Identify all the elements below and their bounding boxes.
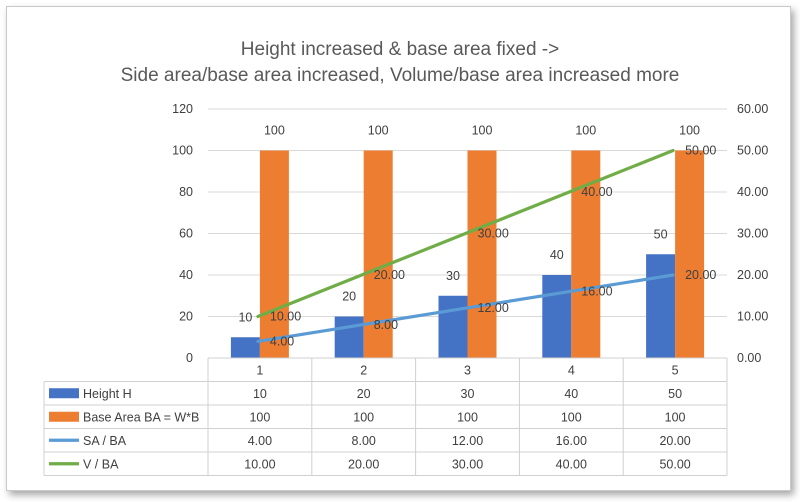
x-tick-label: 2 <box>360 363 367 377</box>
table-cell: 100 <box>353 410 374 424</box>
chart-title: Height increased & base area fixed -> <box>241 39 559 60</box>
legend-label: Height H <box>83 387 132 401</box>
sa-ba-line <box>256 273 675 343</box>
bar-data-label: 30 <box>446 269 460 283</box>
table-cell: 10.00 <box>244 457 275 471</box>
bar-data-label: 50 <box>654 227 668 241</box>
legend-label: Base Area BA = W*B <box>83 410 199 424</box>
table-cell: 30.00 <box>452 457 483 471</box>
bar-data-label: 100 <box>264 124 285 138</box>
bar-data-label: 100 <box>679 124 700 138</box>
data-table: 1 2 3 4 5 Height H 10 20 30 40 50 Base Area BA = W*… <box>43 357 728 476</box>
table-cell: 12.00 <box>452 434 483 448</box>
table-cell: 20 <box>357 387 371 401</box>
y-tick-label: 20 <box>179 310 193 324</box>
line-data-label: 8.00 <box>374 318 398 332</box>
line-data-label: 50.00 <box>685 144 716 158</box>
legend-key <box>49 411 79 422</box>
legend-key <box>49 388 79 399</box>
x-tick-label: 4 <box>568 363 575 377</box>
table-cell: 100 <box>561 410 582 424</box>
v-ba-line <box>256 148 675 319</box>
table-cell: 100 <box>249 410 270 424</box>
table-cell: 40 <box>564 387 578 401</box>
table-cell: 20.00 <box>348 457 379 471</box>
y2-tick-label: 50.00 <box>737 144 768 158</box>
bar-data-label: 100 <box>472 124 493 138</box>
bar-height <box>646 254 676 358</box>
line-data-label: 4.00 <box>270 334 294 348</box>
y-tick-label: 0 <box>186 351 193 365</box>
y-tick-label: 40 <box>179 268 193 282</box>
line-data-label: 20.00 <box>685 268 716 282</box>
bar-base-area <box>675 150 705 358</box>
y2-tick-label: 40.00 <box>737 185 768 199</box>
y-tick-label: 80 <box>179 185 193 199</box>
y2-tick-label: 30.00 <box>737 227 768 241</box>
table-cell: 16.00 <box>556 434 587 448</box>
bar-base-area <box>467 150 497 358</box>
y2-tick-label: 60.00 <box>737 102 768 116</box>
bar-height <box>438 295 468 358</box>
y2-tick-label: 0.00 <box>737 351 761 365</box>
y2-tick-label: 20.00 <box>737 268 768 282</box>
bar-data-label: 100 <box>575 124 596 138</box>
line-data-label: 12.00 <box>478 301 509 315</box>
bar-data-label: 20 <box>342 290 356 304</box>
bar-data-label: 40 <box>550 248 564 262</box>
bar-data-label: 10 <box>238 310 252 324</box>
y2-tick-label: 10.00 <box>737 310 768 324</box>
line-data-label: 16.00 <box>581 285 612 299</box>
table-cell: 100 <box>665 410 686 424</box>
bar-height <box>334 316 364 358</box>
y-tick-label: 60 <box>179 227 193 241</box>
bar-base-area <box>259 150 289 358</box>
line-data-label: 10.00 <box>270 310 301 324</box>
table-cell: 100 <box>457 410 478 424</box>
table-cell: 40.00 <box>556 457 587 471</box>
x-tick-label: 1 <box>256 363 263 377</box>
line-data-label: 40.00 <box>581 185 612 199</box>
y-tick-label: 120 <box>172 102 193 116</box>
table-cell: 10 <box>253 387 267 401</box>
bar-data-label: 100 <box>368 124 389 138</box>
lines <box>256 148 675 343</box>
line-data-label: 30.00 <box>478 227 509 241</box>
table-cell: 4.00 <box>248 434 272 448</box>
table-cell: 50.00 <box>659 457 690 471</box>
legend-label: SA / BA <box>83 434 127 448</box>
bar-height <box>230 337 260 358</box>
table-cell: 30 <box>461 387 475 401</box>
x-tick-label: 5 <box>672 363 679 377</box>
bars <box>230 150 705 358</box>
table-cell: 8.00 <box>352 434 376 448</box>
chart-subtitle: Side area/base area increased, Volume/ba… <box>121 65 680 86</box>
chart-frame <box>6 6 791 491</box>
y-tick-label: 100 <box>172 144 193 158</box>
legend-label: V / BA <box>83 457 119 471</box>
axis-ticks: 0 20 40 60 80 100 120 0.00 10.00 20.00 30.00 40.00 5… <box>172 102 768 365</box>
data-labels: 10 20 30 40 50 100 100 100 100 100 4.00 8.00 12.00 16… <box>238 124 716 349</box>
table-cell: 20.00 <box>659 434 690 448</box>
line-data-label: 20.00 <box>374 268 405 282</box>
x-tick-label: 3 <box>464 363 471 377</box>
table-cell: 50 <box>668 387 682 401</box>
bar-height <box>542 275 572 358</box>
